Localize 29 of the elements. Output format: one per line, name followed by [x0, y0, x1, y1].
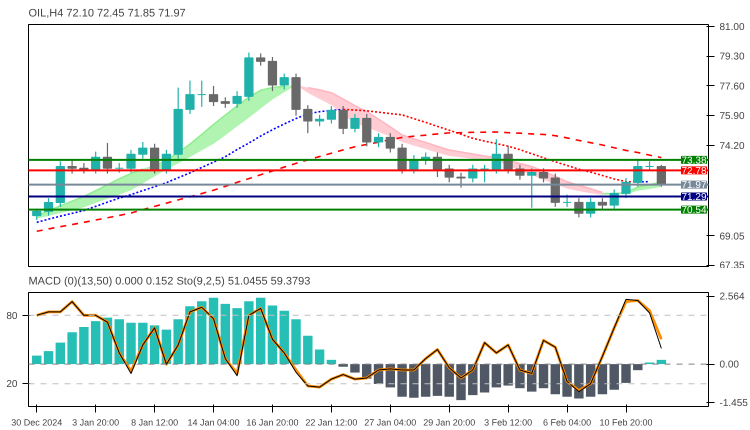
x-tick-label: 16 Jan 20:00 — [246, 418, 298, 428]
x-tick-label: 27 Jan 04:00 — [364, 418, 416, 428]
y-tick-label: 74.20 — [720, 141, 745, 152]
y2-tick-label: 80 — [6, 310, 18, 322]
y-tick-label: 81.00 — [720, 22, 745, 33]
x-tick-label: 3 Jan 20:00 — [72, 418, 120, 428]
y-tick-label: 2.564 — [720, 292, 745, 303]
y-tick-label: 0.00 — [720, 360, 740, 371]
x-tick-label: 22 Jan 12:00 — [305, 418, 358, 428]
x-tick-label: 8 Jan 12:00 — [131, 418, 178, 428]
y-tick-label: 77.60 — [720, 81, 745, 92]
y2-tick-label: 20 — [6, 379, 18, 390]
x-tick-label: 10 Feb 20:00 — [599, 418, 653, 428]
x-tick-label: 3 Feb 12:00 — [484, 418, 532, 428]
ref-line-label: 70.54 — [681, 205, 707, 216]
x-tick-label: 30 Dec 2024 — [11, 418, 62, 428]
x-tick-label: 6 Feb 04:00 — [543, 418, 592, 428]
ref-line-label: 73.38 — [681, 155, 707, 166]
ref-line-label: 71.97 — [681, 180, 707, 192]
y-tick-label: 75.90 — [720, 111, 745, 122]
chart-title: OIL,H4 72.10 72.45 71.85 71.97 — [28, 8, 186, 20]
x-tick-label: 14 Jan 04:00 — [188, 418, 240, 428]
y-tick-label: -1.455 — [720, 398, 748, 410]
ref-line-label: 72.78 — [681, 166, 707, 177]
y-tick-label: 79.30 — [720, 52, 745, 63]
chart-title: MACD (0)(13,50) 0.000 0.152 Sto(9,2,5) 51.0455 59.3793 — [28, 276, 310, 288]
x-tick-label: 29 Jan 20:00 — [423, 418, 476, 428]
y-tick-label: 69.05 — [720, 231, 745, 242]
ref-line-label: 71.29 — [681, 192, 707, 204]
